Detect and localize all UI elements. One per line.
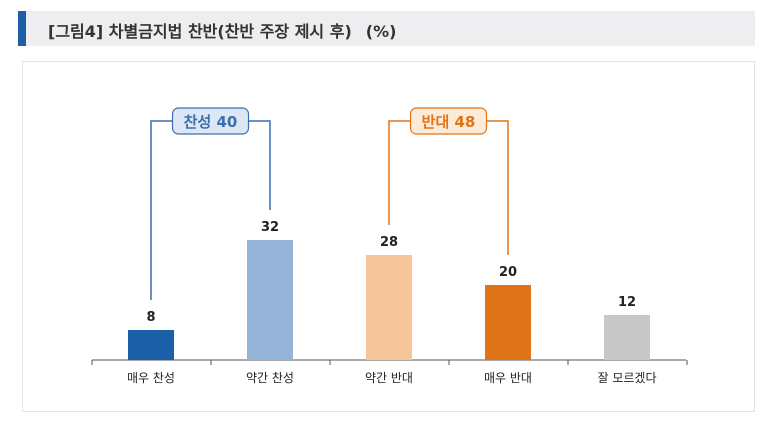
disagree-group-label-box (409, 107, 488, 135)
agree-group-label: 찬성 40 (184, 113, 238, 131)
agree-group-label-box (171, 107, 250, 135)
bar-somewhat-disagree (366, 255, 412, 360)
data-label-somewhat-disagree: 28 (380, 235, 398, 250)
bar-somewhat-agree (247, 240, 293, 360)
bar-dont-know (604, 315, 650, 360)
tick-label-very-disagree: 매우 반대 (484, 371, 532, 385)
data-label-very-agree: 8 (146, 310, 155, 325)
chart-title-text: [그림4] 차별금지법 찬반(찬반 주장 제시 후) (48, 22, 352, 41)
title-bar: [그림4] 차별금지법 찬반(찬반 주장 제시 후) (%) (18, 11, 755, 46)
tick-label-somewhat-agree: 약간 찬성 (246, 370, 294, 385)
data-label-somewhat-agree: 32 (261, 220, 279, 235)
title-accent-bar (18, 11, 26, 46)
data-label-very-disagree: 20 (499, 265, 517, 280)
tick-label-somewhat-disagree: 약간 반대 (365, 370, 413, 385)
tick-label-very-agree: 매우 찬성 (127, 370, 175, 385)
agree-group-bracket (150, 120, 271, 300)
bar-very-disagree (485, 285, 531, 360)
disagree-group-label: 반대 48 (422, 113, 476, 131)
chart-unit: (%) (365, 22, 397, 41)
disagree-group-bracket (388, 120, 509, 255)
data-label-dont-know: 12 (618, 295, 636, 310)
tick-label-dont-know: 잘 모르겠다 (597, 371, 656, 385)
bar-very-agree (128, 330, 174, 360)
chart-title: [그림4] 차별금지법 찬반(찬반 주장 제시 후) (%) (48, 18, 396, 42)
